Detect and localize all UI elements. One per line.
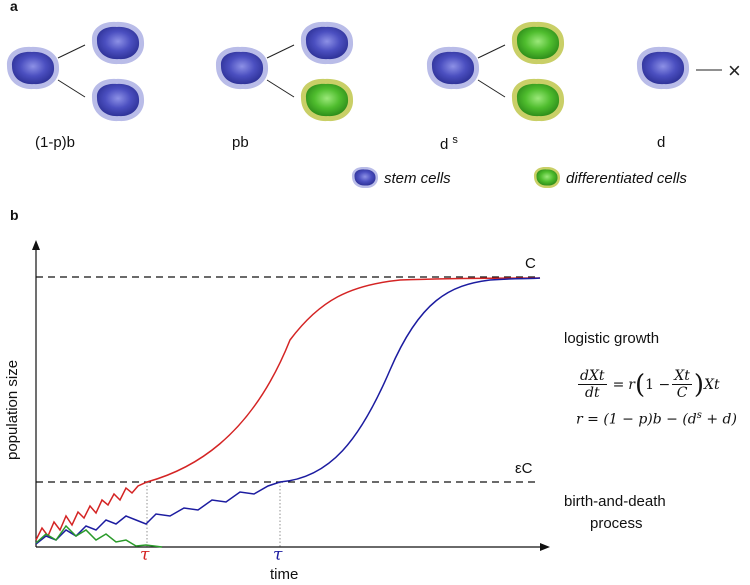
logistic-growth-title: logistic growth xyxy=(564,330,660,347)
tau-blue-label: τ xyxy=(273,545,283,565)
birth-death-label-line2: process xyxy=(590,515,643,532)
legend-stem-label: stem cells xyxy=(384,170,451,187)
threshold-label: εC xyxy=(515,460,533,477)
division-label-symmetric: (1-p)b xyxy=(35,134,76,151)
y-axis-arrow xyxy=(32,240,40,250)
division-line xyxy=(266,79,295,98)
birth-death-label-line1: birth-and-death xyxy=(564,493,666,510)
panel-b-label: b xyxy=(10,207,19,223)
y-axis-label: population size xyxy=(4,359,21,460)
panel-a-label: a xyxy=(10,0,18,14)
red-population-curve xyxy=(35,277,541,541)
logistic-equation: dXt dt = r ( 1 − Xt C ) Xt xyxy=(578,368,720,401)
division-line xyxy=(57,79,86,98)
division-line xyxy=(57,44,86,59)
division-label-asymmetric: pb xyxy=(232,134,249,151)
division-line xyxy=(477,44,506,59)
rate-definition: r = (1 − p)b − (ds + d) xyxy=(576,410,737,428)
division-label-death: d xyxy=(657,134,666,151)
x-axis-arrow xyxy=(540,543,550,551)
division-line xyxy=(477,79,506,98)
division-diagram xyxy=(6,21,722,189)
green-population-curve xyxy=(35,524,163,548)
tau-red-label: τ xyxy=(140,545,150,565)
capacity-label: C xyxy=(525,255,536,272)
legend-differentiated-label: differentiated cells xyxy=(566,170,687,187)
blue-population-curve xyxy=(35,277,541,545)
x-axis-label: time xyxy=(270,566,299,583)
death-cross-icon: × xyxy=(728,58,741,83)
division-line xyxy=(266,44,295,59)
